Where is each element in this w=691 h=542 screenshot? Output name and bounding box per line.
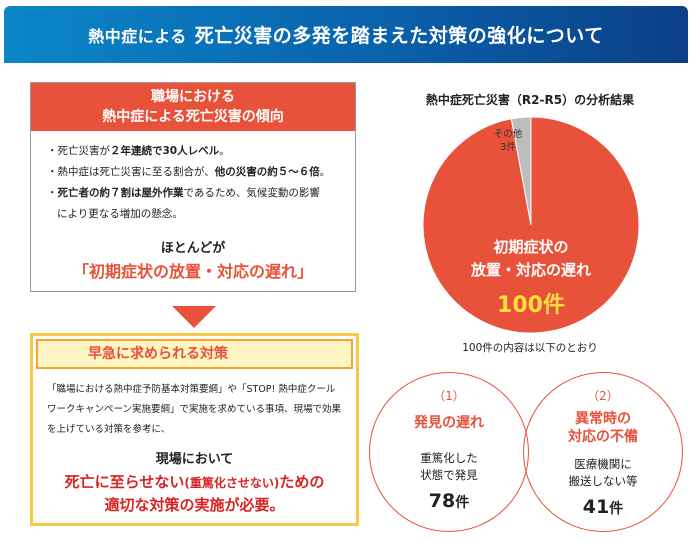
- breakdown-item-2: （2） 異常時の対応の不備 医療機関に搬送しない等 41件: [523, 372, 683, 532]
- main-cause: 「初期症状の放置・対応の遅れ」: [72, 262, 313, 281]
- count-unit: 件: [455, 495, 470, 511]
- breakdown-note: 100件の内容は以下のとおり: [462, 342, 598, 354]
- page-header: 熱中症による 死亡災害の多発を踏まえた対策の強化について: [4, 6, 688, 63]
- pie-slice-2: [510, 116, 532, 226]
- slice-name: 放置・対応の遅れ: [470, 261, 591, 279]
- breakdown-item-1: （1） 発見の遅れ 重篤化した状態で発見 78件: [369, 372, 529, 532]
- bullet-bold: 死亡者の約７割は屋外作業: [57, 187, 184, 199]
- item-desc-line: 状態で発見: [420, 468, 478, 482]
- trend-title-line2: 熱中症による死亡災害の傾向: [102, 109, 284, 125]
- bullet-text: ・: [47, 187, 58, 199]
- measures-text: 「職場における熱中症予防基本対策要綱」や「STOP! 熱中症クールワークキャンペ…: [47, 384, 342, 435]
- trend-box: 職場における 熱中症による死亡災害の傾向 ・死亡災害が２年連続で30人レベル。 ・…: [30, 82, 356, 292]
- item-desc-line: 搬送しない等: [568, 474, 638, 488]
- item-desc: 医療機関に搬送しない等: [524, 456, 682, 490]
- item-count: 78件: [370, 490, 528, 512]
- bullet-text: 。: [219, 145, 230, 157]
- conclusion-part: (重篤化させない): [184, 476, 280, 490]
- item-number: （1）: [433, 389, 465, 403]
- bullet-bold: 他の災害の約５～６倍: [214, 166, 320, 178]
- conclusion-part: 死亡に至らせない: [64, 473, 185, 491]
- count-value: 78: [428, 490, 456, 512]
- bullet-text: 。: [319, 166, 331, 178]
- item-title: 異常時の 対応の不備: [524, 410, 682, 446]
- chart-title: 熱中症死亡災害（R2-R5）の分析結果: [425, 93, 635, 107]
- conclusion-part: 適切な対策の実施が必要。: [104, 496, 285, 514]
- count-value: 41: [582, 496, 610, 518]
- conclusion-part: ための: [279, 473, 325, 491]
- header-prefix: 熱中症による: [88, 26, 187, 46]
- measures-box: 早急に求められる対策 「職場における熱中症予防基本対策要綱」や「STOP! 熱中…: [30, 333, 359, 526]
- bullet: ・死亡者の約７割は屋外作業であるため、気候変動の影響: [47, 183, 355, 204]
- bullet: ・熱中症は死亡災害に至る割合が、他の災害の約５～６倍。: [47, 162, 355, 183]
- measures-lead: 現場において: [155, 452, 234, 467]
- bullet-continuation: により更なる増加の懸念。: [57, 208, 183, 220]
- trend-title-line1: 職場における: [151, 89, 235, 105]
- slice-label-main: 初期症状の放置・対応の遅れ: [431, 236, 631, 282]
- count-unit: 件: [609, 501, 624, 517]
- bullet: ・死亡災害が２年連続で30人レベル。: [47, 141, 355, 162]
- item-title-line: 異常時の: [575, 411, 631, 427]
- most-label: ほとんどが: [160, 241, 226, 256]
- bullet-bold: ２年連続で30人レベル: [110, 145, 220, 157]
- item-desc-line: 重篤化した: [420, 451, 478, 465]
- bullet-text: ・死亡災害が: [47, 145, 110, 157]
- bullet-text: ・熱中症は死亡災害に至る割合が、: [47, 166, 215, 178]
- slice-name: その他: [493, 129, 523, 140]
- item-desc-line: 医療機関に: [574, 457, 632, 471]
- measures-title: 早急に求められる対策: [36, 339, 353, 369]
- slice-value-main: 100件: [431, 287, 631, 319]
- trend-bullets: ・死亡災害が２年連続で30人レベル。 ・熱中症は死亡災害に至る割合が、他の災害の…: [31, 131, 355, 225]
- down-arrow-icon: [172, 306, 216, 328]
- bullet-text: であるため、気候変動の影響: [183, 187, 320, 199]
- slice-name: 初期症状の: [493, 238, 569, 256]
- item-title-line: 対応の不備: [568, 429, 638, 445]
- item-count: 41件: [524, 496, 682, 518]
- slice-value: 3件: [500, 142, 516, 153]
- item-number: （2）: [587, 389, 619, 403]
- slice-value: 100件: [497, 293, 565, 318]
- item-desc: 重篤化した状態で発見: [370, 450, 528, 484]
- item-title: 発見の遅れ: [414, 415, 484, 431]
- trend-title: 職場における熱中症による死亡災害の傾向: [31, 83, 355, 131]
- measures-conclusion: 死亡に至らせない(重篤化させない)ための適切な対策の実施が必要。: [33, 471, 356, 516]
- pie-chart: [422, 116, 640, 334]
- page-title: 死亡災害の多発を踏まえた対策の強化について: [194, 25, 604, 47]
- slice-label-other: その他 3件: [488, 128, 528, 154]
